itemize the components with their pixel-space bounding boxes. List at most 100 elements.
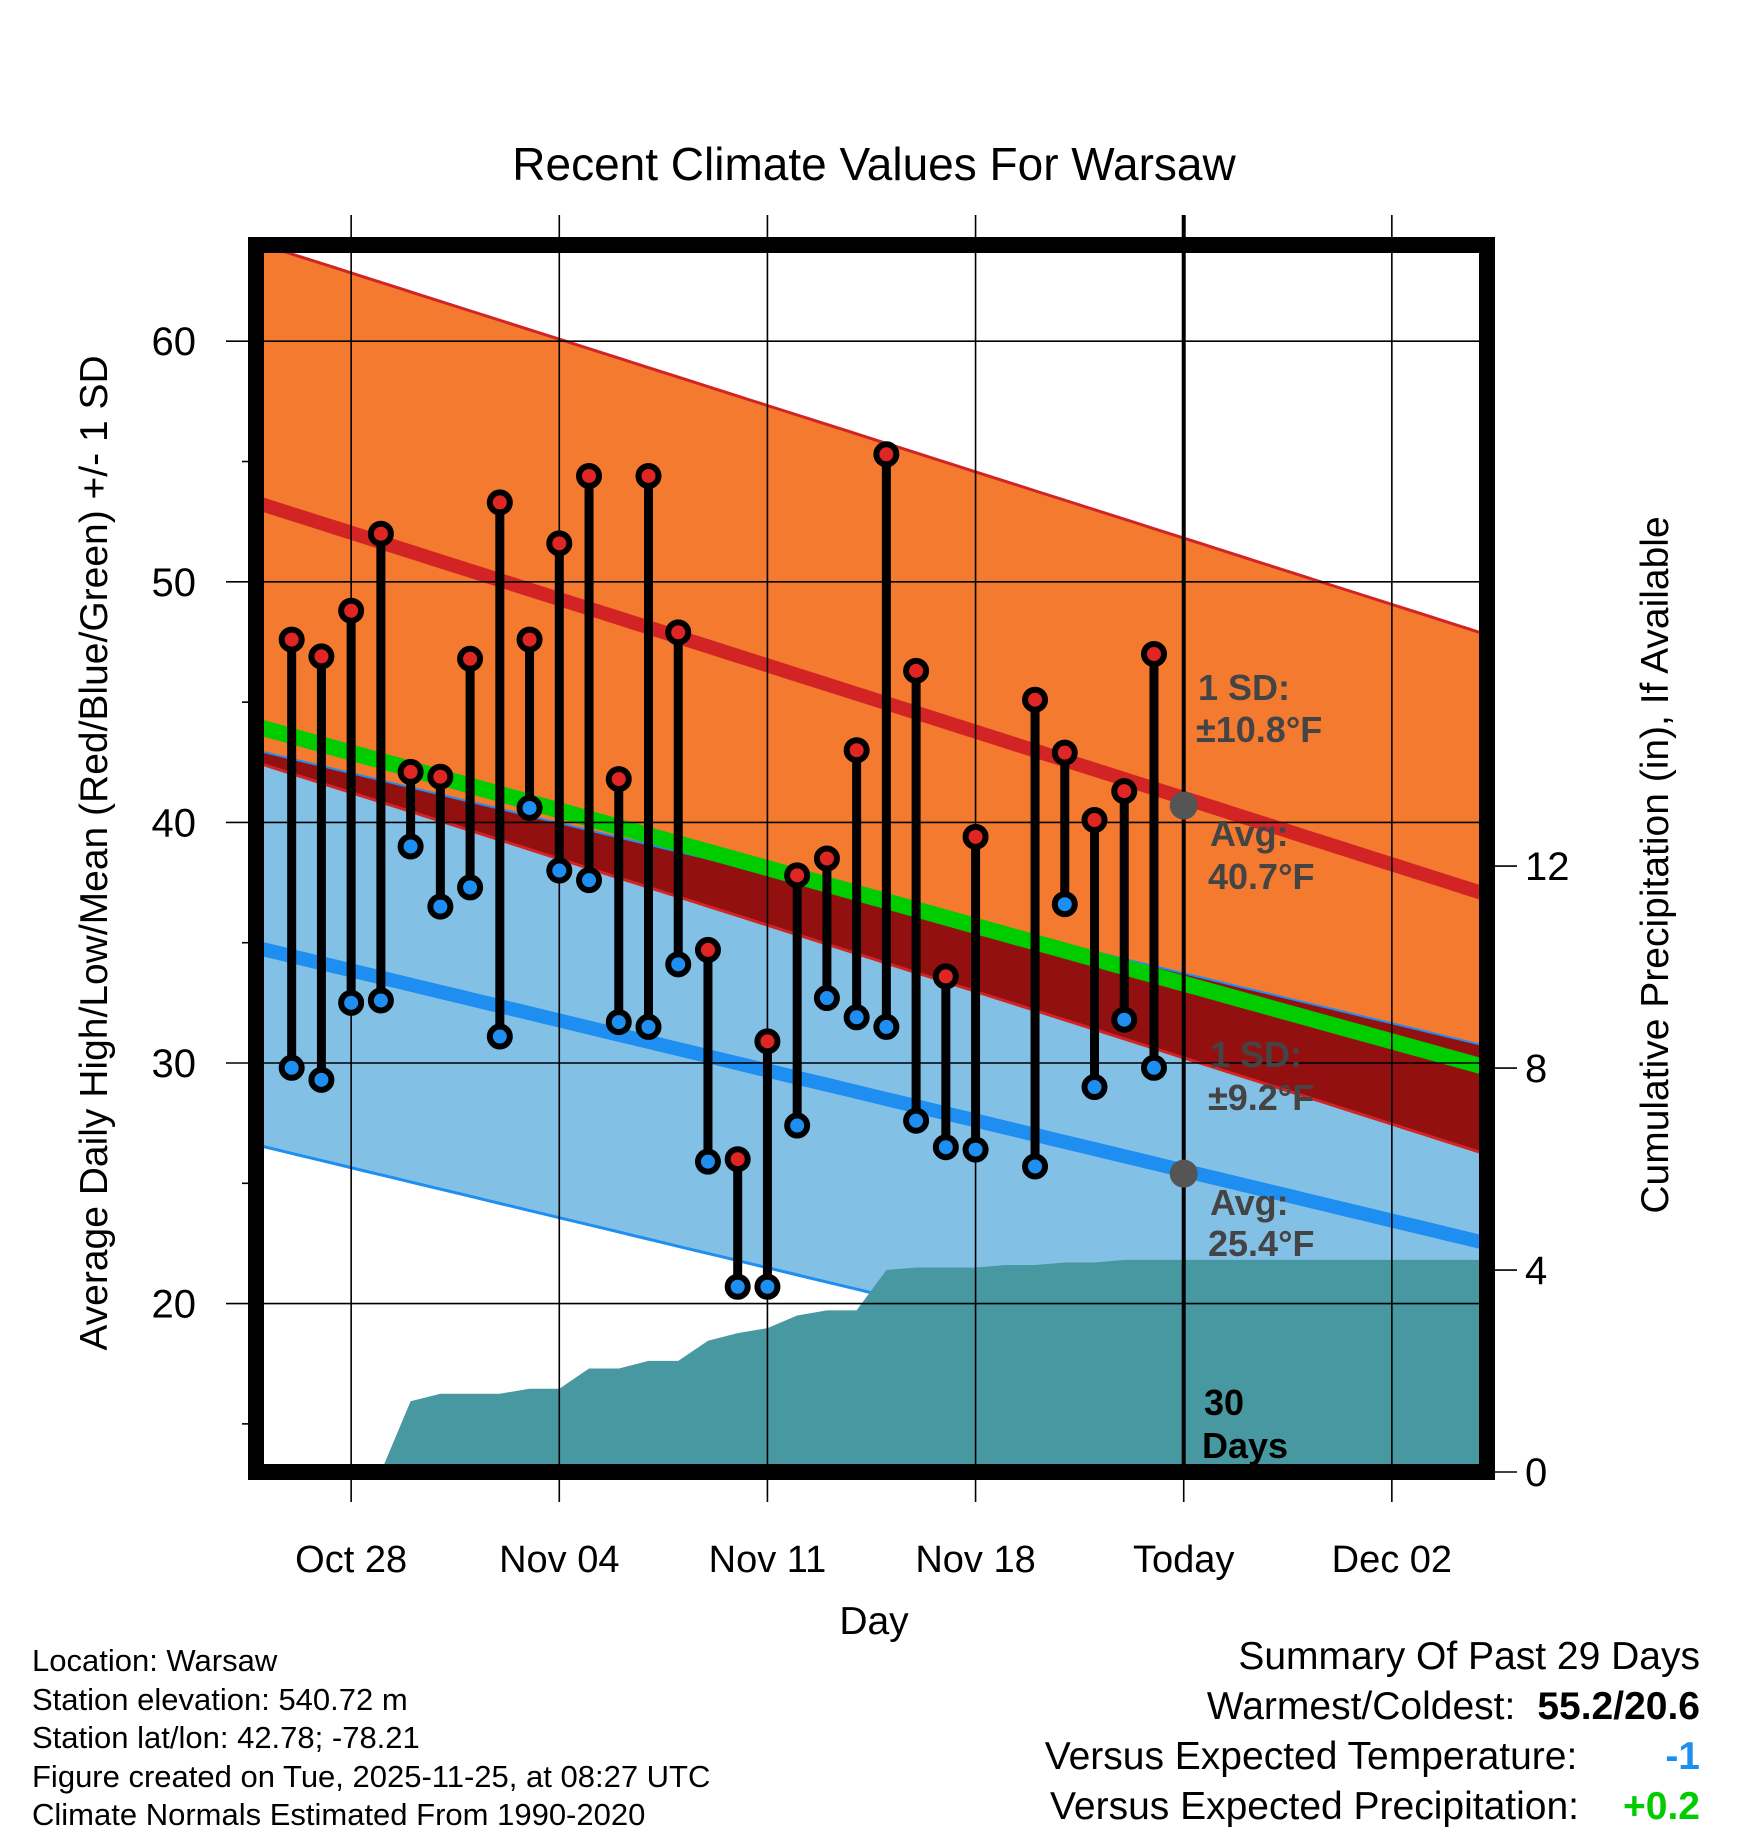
obs-high-point [754, 1028, 781, 1055]
obs-high-point [784, 862, 811, 889]
obs-high-point [457, 645, 484, 672]
obs-low-point [397, 833, 424, 860]
obs-low-point [903, 1107, 930, 1134]
obs-high-point [516, 626, 543, 653]
obs-low-point [576, 867, 603, 894]
obs-low-point [724, 1273, 751, 1300]
obs-high-point [1022, 686, 1049, 713]
obs-low-point [784, 1112, 811, 1139]
x-axis-label: Day [839, 1600, 909, 1643]
y-tick-label-left: 20 [152, 1283, 197, 1327]
y-tick-label-right: 0 [1525, 1451, 1547, 1495]
obs-high-point [665, 619, 692, 646]
obs-low-point [486, 1023, 513, 1050]
obs-low-point [813, 985, 840, 1012]
temp-label: Versus Expected Temperature: [1044, 1735, 1578, 1778]
obs-low-point [1022, 1153, 1049, 1180]
obs-low-point [1140, 1054, 1167, 1081]
y-tick-label-left: 40 [152, 801, 197, 845]
summary-panel: Summary Of Past 29 Days Warmest/Coldest:… [1045, 1632, 1700, 1832]
obs-high-point [308, 643, 335, 670]
low-sd-annotation-line2: ±9.2°F [1208, 1077, 1314, 1118]
obs-high-point [813, 845, 840, 872]
precip-value: +0.2 [1623, 1785, 1700, 1828]
temp-value: -1 [1665, 1735, 1700, 1778]
obs-low-point [546, 857, 573, 884]
latlon-text: Station lat/lon: 42.78; -78.21 [32, 1720, 420, 1755]
obs-high-point [903, 657, 930, 684]
x-tick-label: Dec 02 [1332, 1539, 1452, 1581]
obs-low-point [308, 1066, 335, 1093]
x-tick-label: Nov 18 [915, 1539, 1035, 1581]
elevation-text: Station elevation: 540.72 m [32, 1681, 408, 1717]
obs-low-point [754, 1273, 781, 1300]
warm-cold-label: Warmest/Coldest: [1206, 1685, 1516, 1728]
obs-high-point [1051, 739, 1078, 766]
high-avg-annotation-line2: 40.7°F [1208, 856, 1314, 897]
obs-high-point [397, 758, 424, 785]
high-sd-lower-edge [256, 760, 1487, 1156]
summary-warm-cold-row: Warmest/Coldest: 55.2/20.6 [1045, 1682, 1700, 1732]
normals-text: Climate Normals Estimated From 1990-2020 [32, 1797, 646, 1832]
normal-mean-line [256, 718, 1487, 1076]
y-tick-label-left: 60 [152, 320, 197, 364]
obs-low-point [1051, 891, 1078, 918]
obs-high-point [427, 763, 454, 790]
obs-high-point [694, 936, 721, 963]
obs-low-point [694, 1148, 721, 1175]
summary-temp-row: Versus Expected Temperature: -1 [1045, 1732, 1700, 1782]
days-annotation-line1: 30 [1204, 1382, 1244, 1423]
x-tick-label: Oct 28 [295, 1539, 407, 1581]
obs-low-point [427, 893, 454, 920]
chart-title: Recent Climate Values For Warsaw [512, 138, 1236, 190]
high-sd-annotation-line1: 1 SD: [1198, 667, 1290, 708]
summary-title: Summary Of Past 29 Days [1238, 1635, 1700, 1678]
obs-low-point [605, 1009, 632, 1036]
obs-high-point [546, 530, 573, 557]
normal-low-line [256, 940, 1487, 1251]
obs-high-point [932, 963, 959, 990]
obs-high-point [635, 462, 662, 489]
high-avg-annotation-line1: Avg: [1210, 813, 1289, 854]
today-low-avg-marker [1169, 1159, 1198, 1188]
obs-low-point [1081, 1074, 1108, 1101]
obs-low-point [367, 987, 394, 1014]
low-sd-annotation-line1: 1 SD: [1210, 1034, 1302, 1075]
obs-low-point [338, 989, 365, 1016]
obs-high-point [338, 597, 365, 624]
y-tick-label-right: 12 [1525, 845, 1570, 889]
y-tick-label-right: 4 [1525, 1249, 1547, 1293]
location-text: Location: Warsaw [32, 1643, 278, 1678]
y-tick-label-left: 30 [152, 1042, 197, 1086]
normal-high-line [256, 495, 1487, 902]
obs-high-point [278, 626, 305, 653]
obs-high-point [1140, 641, 1167, 667]
obs-high-point [873, 441, 900, 468]
x-tick-label: Nov 04 [499, 1539, 619, 1581]
obs-low-point [932, 1134, 959, 1161]
obs-high-point [1081, 807, 1108, 834]
created-text: Figure created on Tue, 2025-11-25, at 08… [32, 1758, 711, 1794]
obs-low-point [1111, 1006, 1138, 1033]
x-tick-label: Today [1133, 1539, 1234, 1581]
y-axis-label-right: Cumulative Precipitation (in), If Availa… [1634, 516, 1677, 1213]
obs-low-point [665, 951, 692, 978]
high-sd-upper-edge [258, 245, 1487, 637]
x-tick-label: Nov 11 [709, 1539, 827, 1581]
obs-high-point [605, 766, 632, 793]
obs-low-point [278, 1054, 305, 1081]
precip-label: Versus Expected Precipitation: [1050, 1785, 1579, 1828]
obs-high-point [1111, 778, 1138, 805]
summary-precip-row: Versus Expected Precipitation: +0.2 [1045, 1782, 1700, 1832]
obs-high-point [486, 489, 513, 516]
obs-low-point [962, 1136, 989, 1163]
obs-high-point [724, 1146, 751, 1173]
station-info: Location: Warsaw Station elevation: 540.… [32, 1642, 710, 1835]
obs-high-point [962, 823, 989, 850]
obs-low-point [843, 1004, 870, 1031]
obs-low-point [516, 794, 543, 821]
obs-high-point [843, 737, 870, 764]
obs-low-point [635, 1013, 662, 1040]
days-annotation-line2: Days [1202, 1425, 1288, 1466]
